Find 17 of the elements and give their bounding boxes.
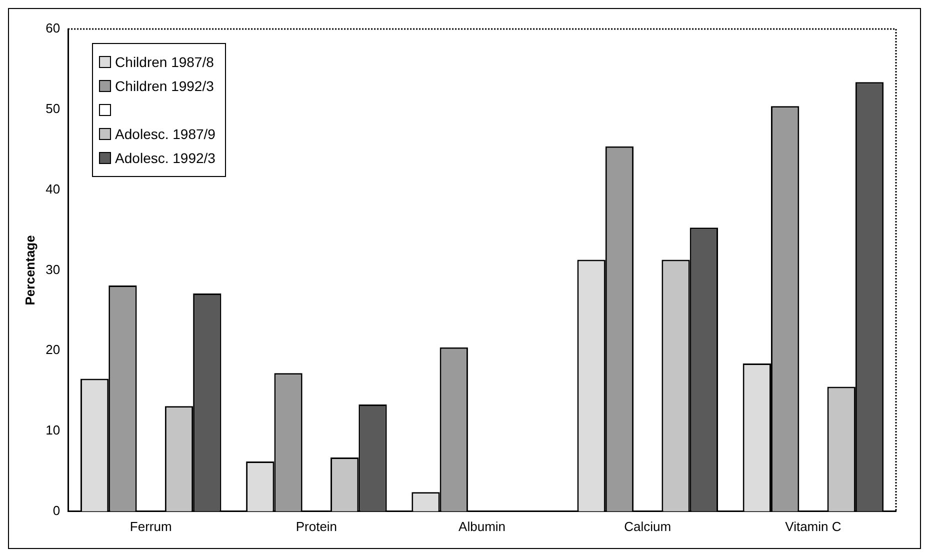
y-tick-label: 10: [46, 422, 60, 438]
legend-label: Adolesc. 1987/9: [115, 126, 216, 142]
legend-label: Children 1987/8: [115, 54, 214, 70]
y-axis-title: Percentage: [22, 235, 38, 306]
x-tick-label: Albumin: [458, 518, 506, 534]
y-tick-label: 60: [46, 20, 60, 36]
x-tick-label: Vitamin C: [785, 518, 842, 534]
legend-label: Adolesc. 1992/3: [115, 150, 216, 166]
x-tick-label: Ferrum: [130, 518, 172, 534]
y-tick-label: 20: [46, 342, 60, 358]
x-tick-label: Calcium: [624, 518, 672, 534]
y-tick-label: 50: [46, 100, 60, 116]
x-tick-label: Protein: [296, 518, 338, 534]
legend-label: Children 1992/3: [115, 78, 214, 94]
y-tick-label: 0: [52, 502, 60, 518]
y-tick-label: 30: [46, 262, 60, 277]
y-tick-label: 40: [46, 181, 60, 196]
